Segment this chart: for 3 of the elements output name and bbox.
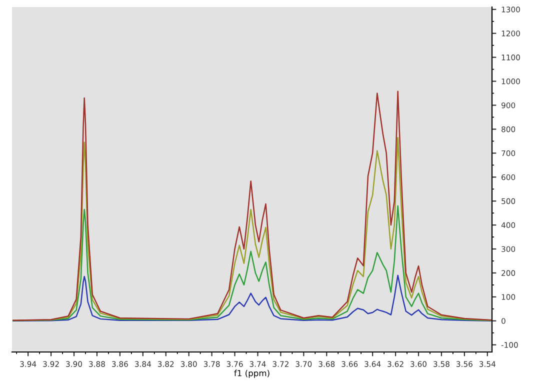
line-series bbox=[12, 274, 492, 322]
line-series bbox=[12, 90, 492, 321]
x-axis-title: f1 (ppm) bbox=[234, 370, 270, 378]
